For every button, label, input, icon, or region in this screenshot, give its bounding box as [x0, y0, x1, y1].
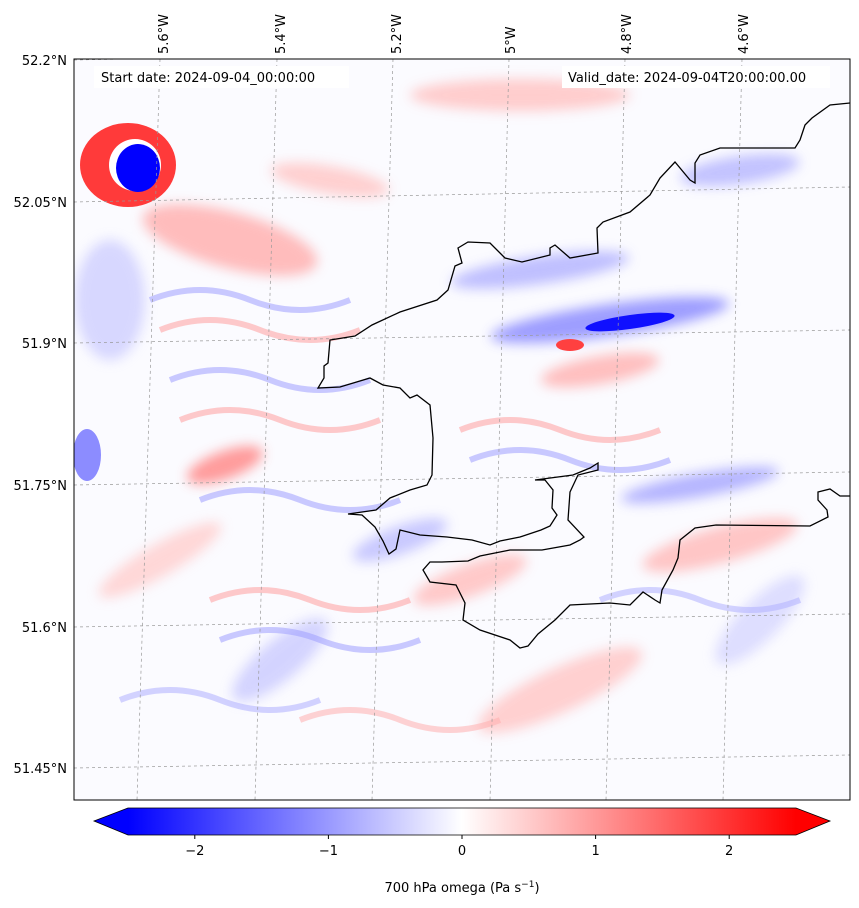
start-date-label: Start date: 2024-09-04_00:00:00 — [101, 71, 315, 86]
lon-label: 5°W — [504, 26, 519, 54]
omega-patch — [556, 339, 584, 351]
omega-field — [74, 79, 805, 733]
colorbar: −2 −1 0 1 2 700 hPa omega (Pa s−1) — [92, 807, 832, 896]
lon-label: 4.8°W — [620, 14, 635, 54]
omega-patch — [232, 618, 328, 702]
longitude-labels: 5.6°W 5.4°W 5.2°W 5°W 4.8°W 4.6°W — [157, 14, 752, 54]
map-panel: Start date: 2024-09-04_00:00:00 Valid_da… — [73, 58, 851, 801]
colorbar-extend-high — [796, 808, 830, 835]
start-date-background — [94, 66, 349, 88]
lon-label: 5.6°W — [157, 14, 172, 54]
lat-label: 51.6°N — [22, 621, 67, 636]
omega-patch — [413, 554, 527, 606]
colorbar-gradient — [128, 808, 796, 835]
omega-patch — [187, 446, 263, 484]
lon-label: 4.6°W — [737, 14, 752, 54]
valid-date-label: Valid_date: 2024-09-04T20:00:00.00 — [568, 71, 806, 86]
lat-label: 52.2°N — [22, 54, 67, 69]
colorbar-label: 700 hPa omega (Pa s−1) — [384, 880, 539, 896]
colorbar-tick-label: 1 — [591, 844, 599, 859]
omega-patch — [585, 312, 675, 332]
coastline — [316, 102, 850, 649]
omega-patch — [116, 144, 160, 192]
valid-date-box: Valid_date: 2024-09-04T20:00:00.00 — [562, 66, 830, 88]
omega-patch — [352, 518, 448, 562]
lat-label: 51.45°N — [14, 762, 67, 777]
colorbar-tick-label: −1 — [319, 844, 338, 859]
omega-patch — [540, 352, 660, 388]
colorbar-tick-label: 0 — [458, 844, 466, 859]
latitude-labels: 52.2°N 52.05°N 51.9°N 51.75°N 51.6°N 51.… — [14, 54, 67, 777]
lat-label: 51.75°N — [14, 479, 67, 494]
omega-striations — [118, 287, 802, 733]
omega-patch — [98, 522, 222, 598]
colorbar-tick-label: 2 — [725, 844, 733, 859]
colorbar-outline — [92, 807, 832, 836]
colorbar-extend-low — [94, 808, 128, 835]
lon-label: 5.2°W — [390, 14, 405, 54]
omega-patch — [142, 204, 318, 276]
colorbar-tick-label: −2 — [185, 844, 204, 859]
lon-label: 5.4°W — [274, 14, 289, 54]
map-frame — [73, 58, 851, 801]
lat-label: 51.9°N — [22, 337, 67, 352]
omega-patch — [450, 251, 630, 289]
omega-patch — [642, 517, 798, 573]
omega-patch — [477, 647, 643, 733]
start-date-box: Start date: 2024-09-04_00:00:00 — [94, 66, 349, 88]
omega-patch — [621, 466, 779, 504]
omega-patch — [715, 575, 805, 665]
valid-date-background — [562, 66, 830, 88]
omega-patch — [74, 429, 101, 481]
omega-patch — [680, 153, 800, 187]
colorbar-ticks: −2 −1 0 1 2 — [185, 835, 733, 859]
omega-patch — [75, 240, 145, 360]
omega-patch — [270, 162, 390, 198]
lat-label: 52.05°N — [14, 196, 67, 211]
